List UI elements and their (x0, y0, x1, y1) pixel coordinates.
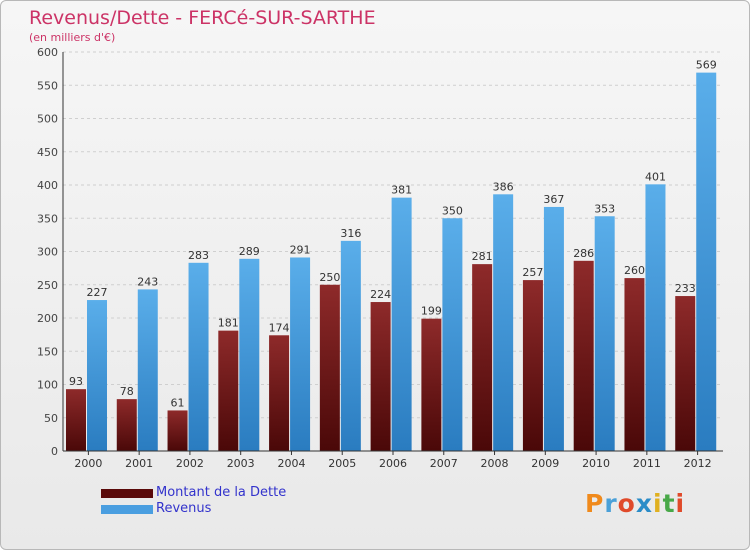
bar-dette (319, 284, 340, 451)
data-label-dette: 61 (171, 396, 185, 409)
y-tick-label: 150 (37, 345, 58, 358)
logo-letter: x (635, 489, 653, 518)
data-label-dette: 281 (472, 250, 493, 263)
data-label-revenus: 381 (391, 184, 412, 197)
bar-dette (218, 330, 239, 451)
bar-dette (269, 335, 290, 451)
y-tick-label: 200 (37, 312, 58, 325)
bar-revenus (696, 72, 717, 452)
y-tick-label: 0 (51, 445, 58, 458)
x-tick-label: 2008 (481, 457, 509, 470)
x-tick-label: 2010 (582, 457, 610, 470)
bar-revenus (442, 218, 463, 451)
data-label-dette: 260 (624, 264, 645, 277)
y-tick-label: 600 (37, 46, 58, 59)
x-tick-label: 2009 (531, 457, 559, 470)
chart-title: Revenus/Dette - FERCé-SUR-SARTHE (29, 7, 376, 29)
data-label-revenus: 289 (239, 245, 260, 258)
bar-revenus (594, 216, 615, 451)
logo-letter: i (675, 489, 686, 518)
data-label-revenus: 227 (87, 286, 108, 299)
data-label-revenus: 353 (594, 202, 615, 215)
bar-revenus (543, 206, 564, 451)
data-label-dette: 250 (319, 271, 340, 284)
data-label-dette: 78 (120, 385, 134, 398)
bar-revenus (290, 257, 311, 451)
bar-dette (522, 280, 543, 451)
data-label-revenus: 283 (188, 249, 209, 262)
bar-revenus (493, 194, 514, 451)
legend-label-revenus: Revenus (156, 501, 212, 516)
logo-letter: i (653, 489, 663, 518)
data-label-dette: 199 (421, 305, 442, 318)
data-label-revenus: 291 (290, 243, 311, 256)
data-label-revenus: 569 (696, 59, 717, 72)
data-label-revenus: 401 (645, 170, 666, 183)
data-label-dette: 257 (522, 266, 543, 279)
logo-letter: r (604, 489, 618, 518)
x-tick-label: 2011 (633, 457, 661, 470)
y-tick-label: 550 (37, 79, 58, 92)
bar-revenus (188, 262, 209, 451)
data-label-revenus: 386 (493, 180, 514, 193)
bar-dette (370, 302, 391, 451)
y-tick-label: 400 (37, 179, 58, 192)
data-label-dette: 233 (675, 282, 696, 295)
x-tick-label: 2004 (277, 457, 305, 470)
chart-subtitle: (en milliers d'€) (29, 31, 116, 44)
data-label-dette: 174 (269, 321, 290, 334)
y-tick-label: 100 (37, 379, 58, 392)
x-tick-label: 2003 (227, 457, 255, 470)
bar-dette (624, 278, 645, 451)
bar-revenus (340, 240, 361, 451)
y-tick-label: 300 (37, 246, 58, 259)
bar-dette (675, 296, 696, 451)
logo-letter: t (662, 489, 676, 518)
bar-dette (472, 264, 493, 451)
data-label-revenus: 350 (442, 204, 463, 217)
legend-swatch-dette (101, 489, 153, 498)
y-tick-label: 450 (37, 146, 58, 159)
bar-dette (66, 389, 86, 451)
x-tick-label: 2007 (430, 457, 458, 470)
data-label-dette: 181 (218, 317, 239, 330)
bar-dette (116, 399, 137, 451)
y-tick-label: 350 (37, 212, 58, 225)
logo-letter: o (617, 489, 636, 518)
x-tick-label: 2012 (684, 457, 712, 470)
bar-revenus (239, 258, 260, 451)
data-label-revenus: 316 (340, 227, 361, 240)
x-tick-label: 2001 (125, 457, 153, 470)
data-label-revenus: 243 (137, 275, 158, 288)
y-tick-label: 250 (37, 279, 58, 292)
x-tick-label: 2005 (328, 457, 356, 470)
logo-letter: P (585, 489, 605, 518)
x-tick-label: 2006 (379, 457, 407, 470)
x-tick-label: 2002 (176, 457, 204, 470)
proxiti-logo: Proxiti (585, 489, 685, 518)
bar-dette (421, 318, 442, 451)
bar-dette (573, 260, 594, 451)
bar-revenus (87, 300, 107, 451)
data-label-dette: 286 (573, 247, 594, 260)
x-tick-label: 2000 (74, 457, 102, 470)
bar-revenus (137, 289, 158, 451)
y-tick-label: 500 (37, 113, 58, 126)
legend-swatch-revenus (101, 505, 153, 514)
bar-dette (167, 410, 188, 451)
legend-label-dette: Montant de la Dette (156, 485, 287, 500)
y-tick-label: 50 (44, 412, 58, 425)
data-label-dette: 224 (370, 288, 391, 301)
bar-revenus (645, 184, 666, 451)
data-label-dette: 93 (69, 375, 83, 388)
data-label-revenus: 367 (543, 193, 564, 206)
bar-revenus (391, 197, 412, 451)
